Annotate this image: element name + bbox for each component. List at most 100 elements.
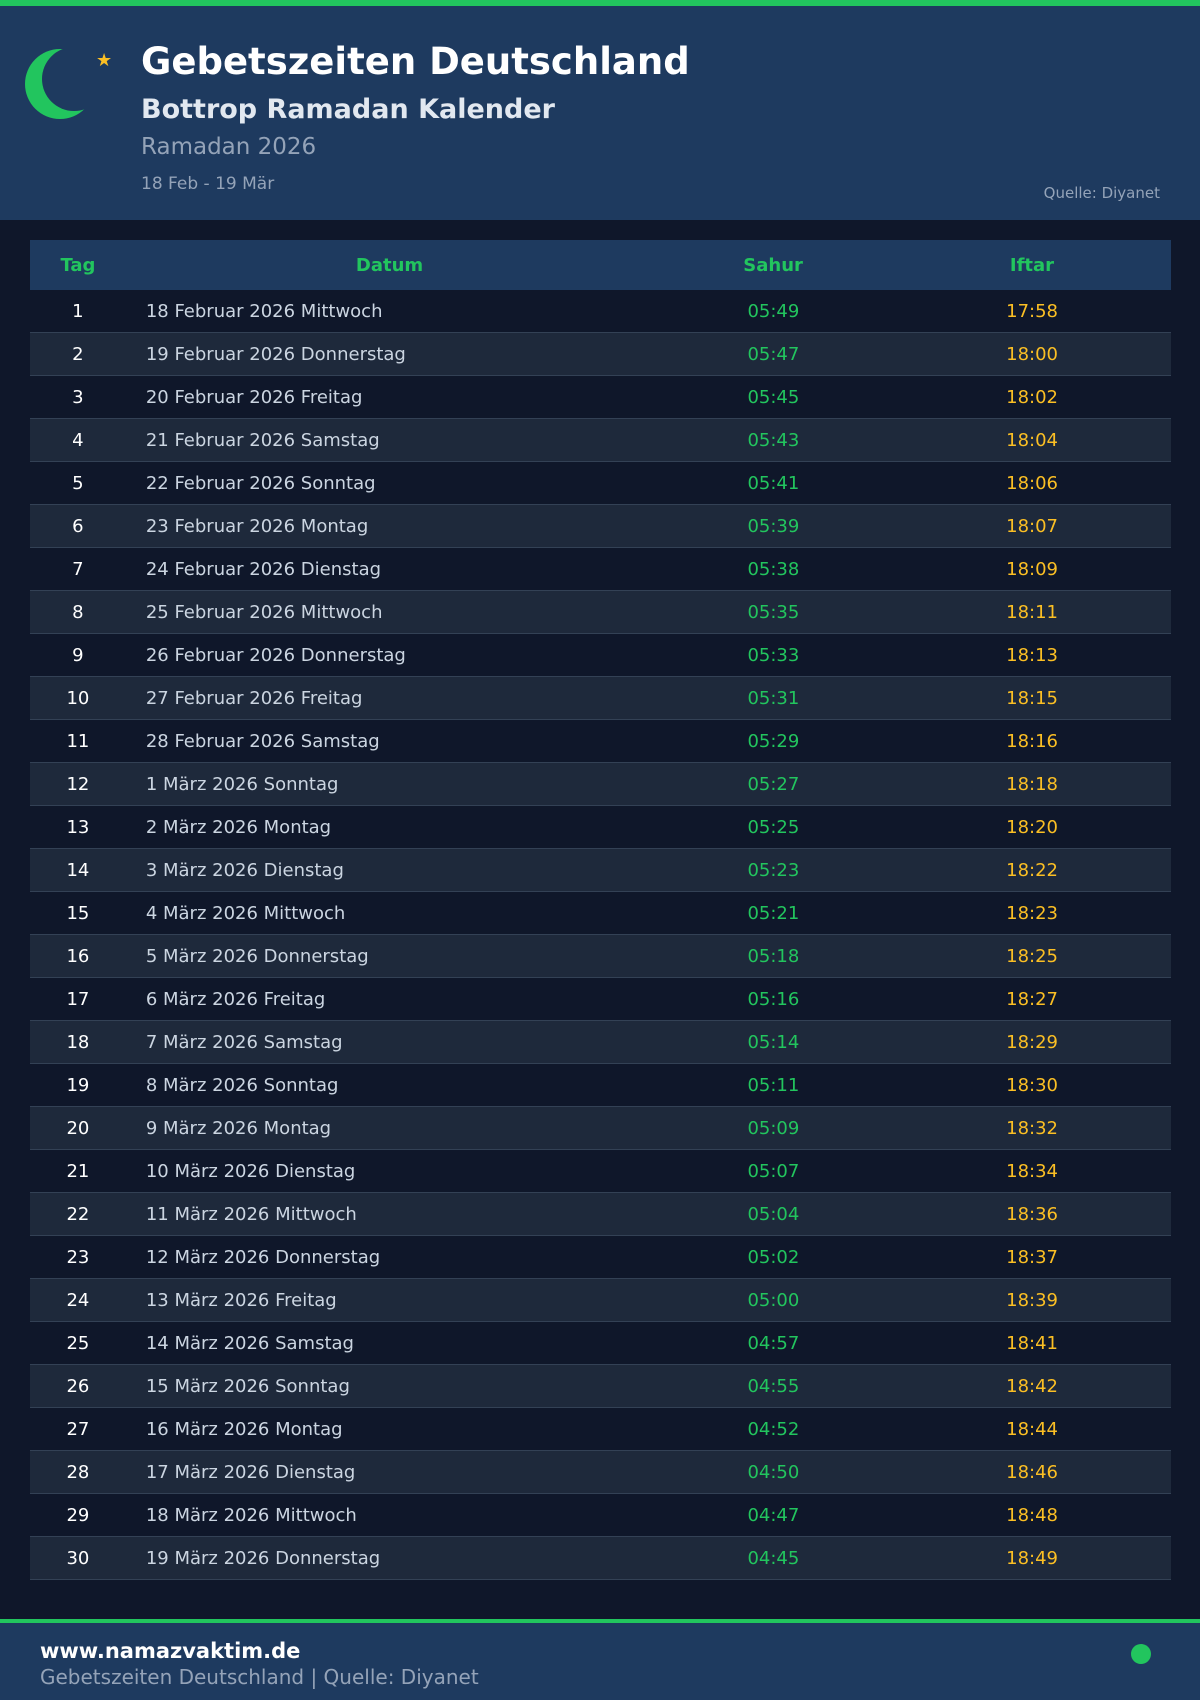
cell-day: 25: [66, 1332, 90, 1354]
cell-sahur: 05:39: [747, 515, 800, 537]
table-row: 18 7 März 2026 Samstag 05:14 18:29: [30, 1021, 1171, 1064]
cell-date: 18 März 2026 Mittwoch: [145, 1504, 357, 1526]
cell-sahur: 05:45: [747, 386, 800, 408]
cell-day: 8: [72, 601, 84, 623]
column-header-tag: Tag: [60, 254, 96, 276]
cell-date: 25 Februar 2026 Mittwoch: [145, 601, 383, 623]
cell-sahur: 05:38: [747, 558, 800, 580]
cell-iftar: 17:58: [1006, 300, 1058, 322]
table-row: 3 20 Februar 2026 Freitag 05:45 18:02: [30, 376, 1171, 419]
cell-date: 13 März 2026 Freitag: [145, 1289, 337, 1311]
cell-iftar: 18:36: [1006, 1203, 1058, 1225]
cell-iftar: 18:11: [1006, 601, 1058, 623]
cell-sahur: 04:47: [747, 1504, 800, 1526]
cell-iftar: 18:46: [1006, 1461, 1058, 1483]
cell-day: 2: [72, 343, 84, 365]
cell-iftar: 18:29: [1006, 1031, 1058, 1053]
cell-iftar: 18:23: [1006, 902, 1058, 924]
cell-date: 19 Februar 2026 Donnerstag: [145, 343, 406, 365]
crescent-moon-icon: [25, 49, 94, 119]
table-row: 10 27 Februar 2026 Freitag 05:31 18:15: [30, 677, 1171, 720]
cell-day: 16: [66, 945, 90, 967]
table-row: 23 12 März 2026 Donnerstag 05:02 18:37: [30, 1236, 1171, 1279]
cell-date: 20 Februar 2026 Freitag: [145, 386, 363, 408]
cell-sahur: 04:50: [747, 1461, 800, 1483]
table-row: 4 21 Februar 2026 Samstag 05:43 18:04: [30, 419, 1171, 462]
cell-sahur: 04:52: [747, 1418, 800, 1440]
cell-day: 11: [66, 730, 90, 752]
cell-date: 11 März 2026 Mittwoch: [145, 1203, 357, 1225]
cell-day: 28: [66, 1461, 90, 1483]
cell-iftar: 18:48: [1006, 1504, 1058, 1526]
table-row: 28 17 März 2026 Dienstag 04:50 18:46: [30, 1451, 1171, 1494]
column-header-sahur: Sahur: [743, 254, 803, 276]
cell-iftar: 18:02: [1006, 386, 1058, 408]
footer-site: www.namazvaktim.de: [40, 1639, 301, 1663]
cell-iftar: 18:27: [1006, 988, 1058, 1010]
cell-iftar: 18:22: [1006, 859, 1058, 881]
cell-sahur: 04:55: [747, 1375, 800, 1397]
cell-date: 1 März 2026 Sonntag: [145, 773, 339, 795]
cell-day: 10: [66, 687, 90, 709]
top-accent-bar: [0, 0, 1200, 6]
cell-iftar: 18:13: [1006, 644, 1058, 666]
cell-iftar: 18:25: [1006, 945, 1058, 967]
cell-day: 23: [66, 1246, 90, 1268]
cell-day: 27: [66, 1418, 90, 1440]
table-row: 6 23 Februar 2026 Montag 05:39 18:07: [30, 505, 1171, 548]
cell-iftar: 18:20: [1006, 816, 1058, 838]
cell-sahur: 05:33: [747, 644, 800, 666]
table-row: 16 5 März 2026 Donnerstag 05:18 18:25: [30, 935, 1171, 978]
cell-day: 12: [66, 773, 90, 795]
cell-sahur: 05:00: [747, 1289, 800, 1311]
cell-date: 14 März 2026 Samstag: [145, 1332, 354, 1354]
table-row: 9 26 Februar 2026 Donnerstag 05:33 18:13: [30, 634, 1171, 677]
table-row: 19 8 März 2026 Sonntag 05:11 18:30: [30, 1064, 1171, 1107]
cell-sahur: 05:07: [747, 1160, 800, 1182]
table-body: 1 18 Februar 2026 Mittwoch 05:49 17:58 2 19 F…: [30, 290, 1171, 1580]
cell-day: 29: [66, 1504, 90, 1526]
cell-day: 24: [66, 1289, 90, 1311]
table-row: 13 2 März 2026 Montag 05:25 18:20: [30, 806, 1171, 849]
table-row: 20 9 März 2026 Montag 05:09 18:32: [30, 1107, 1171, 1150]
cell-date: 5 März 2026 Donnerstag: [145, 945, 369, 967]
cell-day: 9: [72, 644, 84, 666]
cell-iftar: 18:49: [1006, 1547, 1058, 1569]
table-row: 14 3 März 2026 Dienstag 05:23 18:22: [30, 849, 1171, 892]
page-title: Gebetszeiten Deutschland: [141, 40, 690, 83]
cell-sahur: 05:49: [747, 300, 800, 322]
cell-iftar: 18:37: [1006, 1246, 1058, 1268]
cell-sahur: 04:45: [747, 1547, 800, 1569]
cell-date: 16 März 2026 Montag: [145, 1418, 343, 1440]
cell-iftar: 18:09: [1006, 558, 1058, 580]
cell-day: 6: [72, 515, 84, 537]
cell-date: 7 März 2026 Samstag: [145, 1031, 343, 1053]
cell-sahur: 05:14: [747, 1031, 800, 1053]
cell-sahur: 05:35: [747, 601, 800, 623]
cell-iftar: 18:44: [1006, 1418, 1058, 1440]
cell-day: 13: [66, 816, 90, 838]
cell-date: 28 Februar 2026 Samstag: [145, 730, 380, 752]
cell-date: 8 März 2026 Sonntag: [145, 1074, 339, 1096]
cell-date: 19 März 2026 Donnerstag: [145, 1547, 381, 1569]
cell-sahur: 05:47: [747, 343, 800, 365]
cell-day: 7: [72, 558, 84, 580]
cell-day: 17: [66, 988, 90, 1010]
cell-day: 21: [66, 1160, 90, 1182]
cell-sahur: 05:25: [747, 816, 800, 838]
cell-day: 20: [66, 1117, 90, 1139]
cell-date: 23 Februar 2026 Montag: [145, 515, 369, 537]
cell-day: 18: [66, 1031, 90, 1053]
cell-sahur: 05:09: [747, 1117, 800, 1139]
cell-day: 22: [66, 1203, 90, 1225]
column-header-datum: Datum: [355, 254, 424, 276]
cell-iftar: 18:39: [1006, 1289, 1058, 1311]
star-icon: ★: [96, 50, 113, 71]
table-row: 30 19 März 2026 Donnerstag 04:45 18:49: [30, 1537, 1171, 1580]
cell-sahur: 05:04: [747, 1203, 800, 1225]
cell-date: 9 März 2026 Montag: [145, 1117, 332, 1139]
cell-iftar: 18:00: [1006, 343, 1058, 365]
cell-date: 17 März 2026 Dienstag: [145, 1461, 356, 1483]
table-row: 22 11 März 2026 Mittwoch 05:04 18:36: [30, 1193, 1171, 1236]
cell-day: 3: [72, 386, 84, 408]
